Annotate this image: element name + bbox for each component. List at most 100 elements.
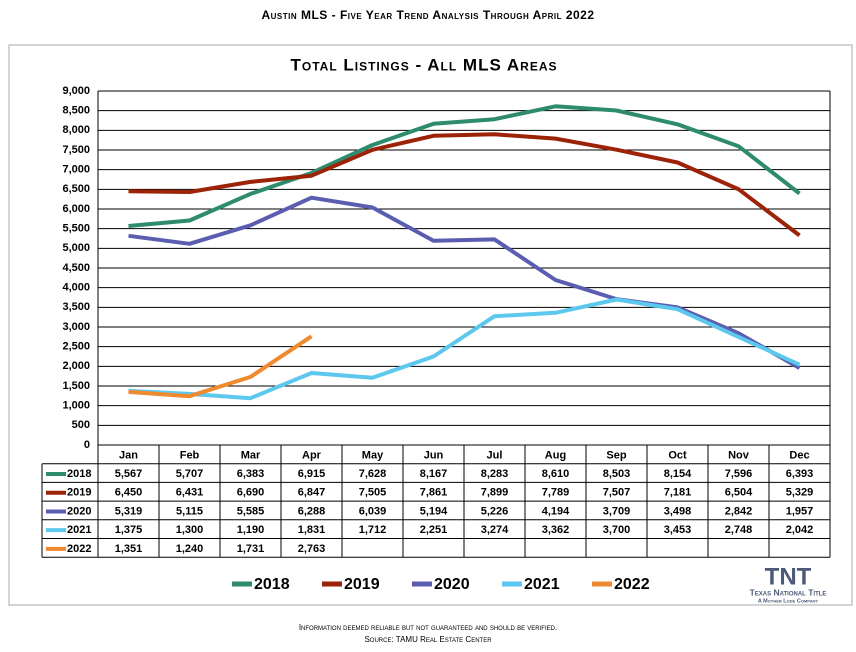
table-cell: 6,039 <box>359 505 387 517</box>
table-cell: 1,731 <box>237 543 265 555</box>
row-label: 2022 <box>67 543 91 555</box>
table-cell: 7,505 <box>359 487 387 499</box>
row-label: 2020 <box>67 505 91 517</box>
y-tick-label: 8,000 <box>62 124 90 136</box>
table-cell: 4,194 <box>542 505 570 517</box>
table-cell: 5,585 <box>237 505 265 517</box>
page-title: Austin MLS - Five Year Trend Analysis Th… <box>261 8 594 22</box>
y-tick-label: 9,000 <box>62 85 90 97</box>
table-cell: 1,957 <box>786 505 814 517</box>
x-tick-label: May <box>362 449 384 461</box>
table-cell: 2,763 <box>298 543 326 555</box>
x-tick-label: Oct <box>668 449 687 461</box>
y-tick-label: 4,000 <box>62 282 90 294</box>
table-cell: 2,842 <box>725 505 753 517</box>
table-cell: 3,274 <box>481 524 509 536</box>
table-cell: 1,190 <box>237 524 265 536</box>
x-tick-label: Aug <box>545 449 566 461</box>
table-cell: 1,831 <box>298 524 326 536</box>
table-cell: 7,596 <box>725 468 753 480</box>
table-cell: 5,226 <box>481 505 509 517</box>
table-cell: 5,567 <box>115 468 143 480</box>
table-cell: 2,748 <box>725 524 753 536</box>
table-cell: 5,319 <box>115 505 143 517</box>
table-cell: 8,283 <box>481 468 509 480</box>
series-line <box>128 132 801 237</box>
legend-label: 2018 <box>254 576 290 593</box>
y-tick-label: 7,500 <box>62 144 90 156</box>
legend-label: 2021 <box>524 576 560 593</box>
series-line <box>128 297 801 401</box>
y-tick-label: 0 <box>84 439 90 451</box>
table-cell: 5,707 <box>176 468 204 480</box>
y-tick-label: 5,500 <box>62 223 90 235</box>
table-cell: 5,194 <box>420 505 448 517</box>
x-tick-label: Mar <box>241 449 261 461</box>
y-tick-label: 1,500 <box>62 380 90 392</box>
table-cell: 8,503 <box>603 468 631 480</box>
table-cell: 7,507 <box>603 487 631 499</box>
table-cell: 6,383 <box>237 468 265 480</box>
table-cell: 7,789 <box>542 487 570 499</box>
footer-source: Source: TAMU Real Estate Center <box>364 635 492 644</box>
row-label: 2019 <box>67 487 91 499</box>
chart-title: Total Listings - All MLS Areas <box>291 55 558 74</box>
table-cell: 6,504 <box>725 487 753 499</box>
table-cell: 7,899 <box>481 487 509 499</box>
table-cell: 3,453 <box>664 524 692 536</box>
y-tick-label: 2,500 <box>62 341 90 353</box>
x-tick-label: Sep <box>606 449 626 461</box>
legend-label: 2019 <box>344 576 380 593</box>
table-cell: 3,709 <box>603 505 631 517</box>
table-cell: 6,450 <box>115 487 143 499</box>
y-tick-label: 5,000 <box>62 242 90 254</box>
y-tick-label: 4,500 <box>62 262 90 274</box>
table-cell: 5,115 <box>176 505 203 517</box>
chart-frame <box>8 44 853 606</box>
table-cell: 3,498 <box>664 505 692 517</box>
y-tick-label: 2,000 <box>62 360 90 372</box>
table-cell: 8,154 <box>664 468 692 480</box>
legend-label: 2020 <box>434 576 470 593</box>
row-label: 2018 <box>67 468 91 480</box>
table-cell: 6,431 <box>176 487 204 499</box>
logo-tagline: A Mother Lode Company <box>758 598 819 604</box>
x-tick-label: Nov <box>728 449 750 461</box>
legend-label: 2022 <box>614 576 650 593</box>
table-cell: 1,712 <box>359 524 387 536</box>
logo-mark: TNT <box>765 563 812 590</box>
y-tick-label: 8,500 <box>62 105 90 117</box>
x-tick-label: Feb <box>180 449 200 461</box>
table-cell: 1,351 <box>115 543 143 555</box>
table-cell: 6,288 <box>298 505 326 517</box>
x-tick-label: Apr <box>302 449 322 461</box>
table-cell: 3,700 <box>603 524 631 536</box>
table-cell: 2,251 <box>420 524 448 536</box>
logo-name: Texas National Title <box>750 587 827 597</box>
y-tick-label: 6,000 <box>62 203 90 215</box>
y-tick-label: 7,000 <box>62 164 90 176</box>
table-cell: 8,610 <box>542 468 570 480</box>
x-tick-label: Dec <box>789 449 809 461</box>
table-cell: 6,393 <box>786 468 814 480</box>
x-tick-label: Jun <box>424 449 444 461</box>
y-tick-label: 500 <box>72 419 90 431</box>
footer-note: Information deemed reliable but not guar… <box>299 623 557 632</box>
table-cell: 7,181 <box>664 487 692 499</box>
y-tick-label: 6,500 <box>62 183 90 195</box>
y-tick-label: 1,000 <box>62 400 90 412</box>
table-cell: 6,690 <box>237 487 265 499</box>
table-cell: 2,042 <box>786 524 814 536</box>
table-cell: 5,329 <box>786 487 814 499</box>
table-cell: 8,167 <box>420 468 448 480</box>
table-cell: 6,915 <box>298 468 326 480</box>
row-label: 2021 <box>67 524 91 536</box>
table-cell: 7,628 <box>359 468 387 480</box>
series-line <box>128 334 313 399</box>
table-cell: 1,300 <box>176 524 204 536</box>
y-tick-label: 3,000 <box>62 321 90 333</box>
table-cell: 3,362 <box>542 524 570 536</box>
table-cell: 7,861 <box>420 487 448 499</box>
x-tick-label: Jan <box>119 449 138 461</box>
